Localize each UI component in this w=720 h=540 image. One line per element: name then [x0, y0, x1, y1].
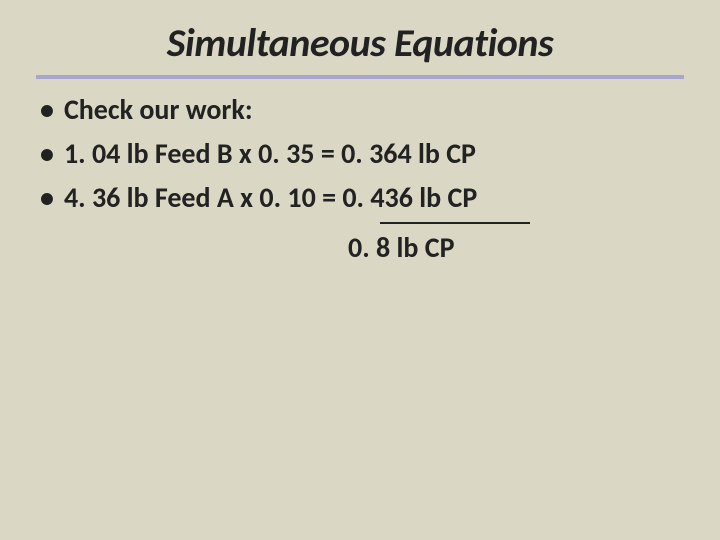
- content-area: • Check our work: • 1. 04 lb Feed B x 0.…: [36, 91, 684, 265]
- bullet-marker: •: [40, 91, 54, 129]
- bullet-marker: •: [40, 135, 54, 173]
- bullet-marker: •: [40, 179, 54, 217]
- title-divider: [36, 75, 684, 79]
- bullet-item: • 1. 04 lb Feed B x 0. 35 = 0. 364 lb CP: [40, 135, 684, 173]
- bullet-text: 4. 36 lb Feed A x 0. 10 = 0. 436 lb CP: [64, 179, 684, 217]
- bullet-item: • 4. 36 lb Feed A x 0. 10 = 0. 436 lb CP: [40, 179, 684, 217]
- slide-title: Simultaneous Equations: [36, 18, 684, 67]
- slide-container: Simultaneous Equations • Check our work:…: [0, 0, 720, 540]
- sum-underline: [380, 222, 530, 224]
- bullet-text: Check our work:: [64, 91, 684, 129]
- result-text: 0. 8 lb CP: [40, 230, 684, 265]
- bullet-text: 1. 04 lb Feed B x 0. 35 = 0. 364 lb CP: [64, 135, 684, 173]
- bullet-item: • Check our work:: [40, 91, 684, 129]
